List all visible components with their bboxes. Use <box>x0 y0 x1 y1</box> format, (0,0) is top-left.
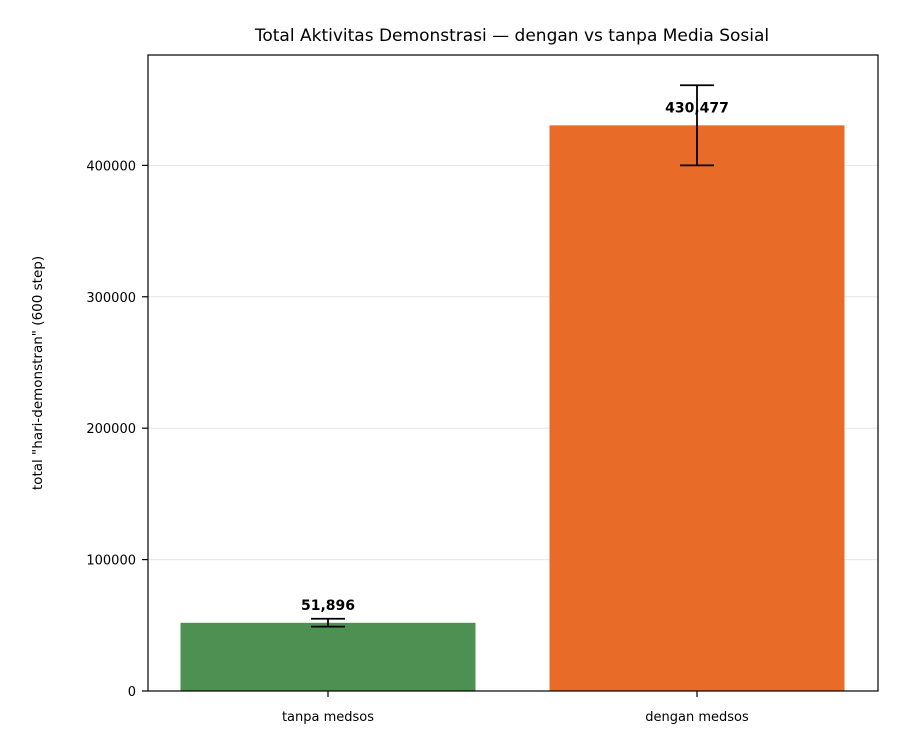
x-axis-ticks: tanpa medsos dengan medsos <box>282 691 749 725</box>
data-label: 430,477 <box>665 100 729 116</box>
y-axis-label: total "hari-demonstran" (600 step) <box>30 256 46 490</box>
error-bars <box>311 84 714 628</box>
chart-title: Total Aktivitas Demonstrasi — dengan vs … <box>254 26 769 46</box>
data-label: 51,896 <box>301 598 355 614</box>
data-labels: 51,896 430,477 <box>301 100 729 613</box>
bars <box>180 125 845 691</box>
y-tick-label: 100000 <box>86 554 136 569</box>
y-tick-label: 300000 <box>86 291 136 306</box>
y-axis-ticks: 0 100000 200000 300000 400000 <box>86 159 148 700</box>
x-tick-label: tanpa medsos <box>282 710 374 725</box>
y-tick-label: 400000 <box>86 159 136 174</box>
y-tick-label: 200000 <box>86 422 136 437</box>
x-tick-label: dengan medsos <box>645 710 749 725</box>
plot-frame <box>147 54 879 692</box>
bar <box>180 622 476 691</box>
y-tick-label: 0 <box>128 685 136 700</box>
bar <box>549 125 845 691</box>
